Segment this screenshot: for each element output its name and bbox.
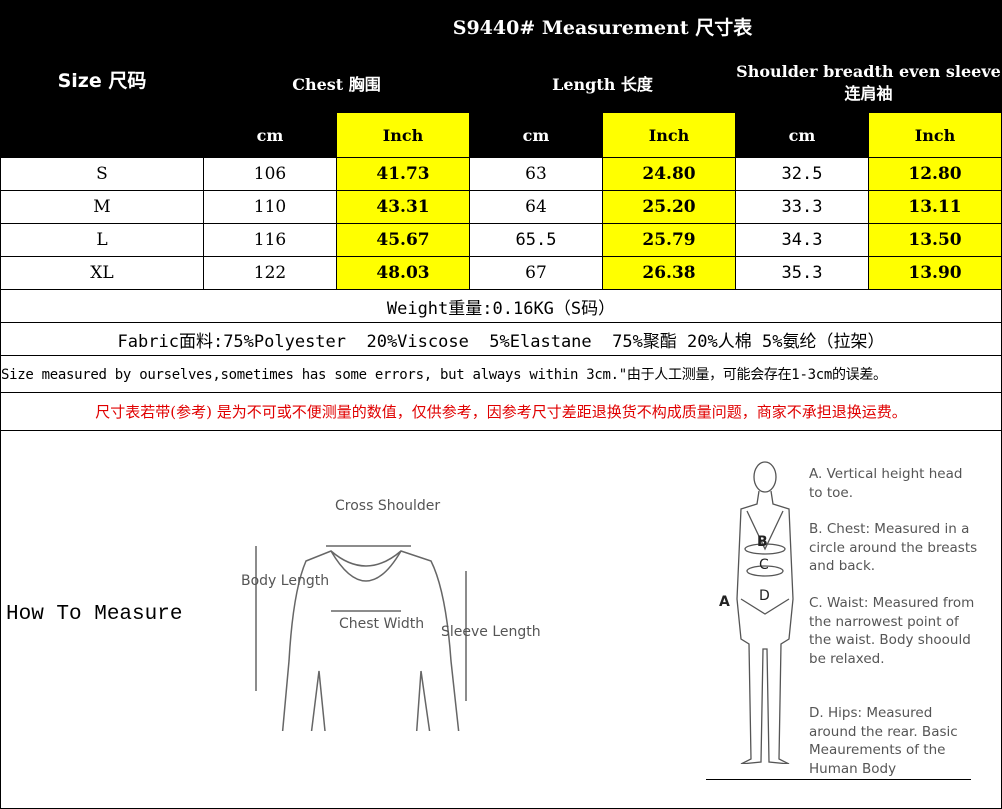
desc-c: C. Waist: Measured from the narrowest po…	[809, 595, 975, 667]
table-row: M 110 43.31 64 25.20 33.3 13.11	[0, 190, 1002, 224]
weight-row: Weight重量:0.16KG（S码）	[0, 289, 1002, 323]
value-cell: 67	[469, 256, 603, 290]
unit-cm: cm	[203, 112, 337, 158]
unit-inch: Inch	[867, 112, 1002, 158]
how-to-measure-label: How To Measure	[6, 603, 183, 626]
marker-b: B	[757, 534, 768, 550]
value-cell: 63	[469, 157, 603, 191]
measurement-note: Size measured by ourselves,sometimes has…	[0, 355, 1002, 393]
value-cell: 41.73	[336, 157, 470, 191]
unit-inch: Inch	[336, 112, 470, 158]
value-cell: 48.03	[336, 256, 470, 290]
value-cell: 13.90	[867, 256, 1002, 290]
table-row: XL 122 48.03 67 26.38 35.3 13.90	[0, 256, 1002, 290]
size-cell: M	[0, 190, 204, 224]
desc-b: B. Chest: Measured in a circle around th…	[809, 521, 978, 574]
length-header: Length 长度	[469, 52, 736, 113]
table-row: L 116 45.67 65.5 25.79 34.3 13.50	[0, 223, 1002, 257]
desc-a: A. Vertical height head to toe.	[809, 466, 963, 501]
value-cell: 45.67	[336, 223, 470, 257]
shoulder-header: Shoulder breadth even sleeve连肩袖	[734, 52, 1002, 113]
size-cell: L	[0, 223, 204, 257]
sleeve-length-label: Sleeve Length	[441, 624, 541, 640]
divider	[706, 779, 971, 780]
value-cell: 35.3	[735, 256, 869, 290]
chart-title: S9440# Measurement 尺寸表	[202, 0, 1002, 53]
value-cell: 106	[203, 157, 337, 191]
how-to-measure-section: How To Measure Cross Shoulder Body Lengt…	[2, 432, 1001, 808]
value-cell: 32.5	[735, 157, 869, 191]
unit-cm: cm	[735, 112, 869, 158]
value-cell: 65.5	[469, 223, 603, 257]
marker-c: C	[759, 557, 769, 573]
value-cell: 33.3	[735, 190, 869, 224]
marker-a: A	[719, 594, 730, 610]
value-cell: 13.11	[867, 190, 1002, 224]
disclaimer: 尺寸表若带(参考) 是为不可或不便测量的数值，仅供参考，因参考尺寸差距退换货不构…	[0, 392, 1002, 431]
fabric-row: Fabric面料:75%Polyester 20%Viscose 5%Elast…	[0, 322, 1002, 356]
value-cell: 25.20	[602, 190, 736, 224]
chest-header: Chest 胸围	[203, 52, 470, 113]
value-cell: 122	[203, 256, 337, 290]
value-cell: 12.80	[867, 157, 1002, 191]
marker-d: D	[759, 588, 770, 604]
value-cell: 34.3	[735, 223, 869, 257]
size-cell: S	[0, 157, 204, 191]
size-header: Size 尺码	[0, 0, 204, 158]
table-row: S 106 41.73 63 24.80 32.5 12.80	[0, 157, 1002, 191]
value-cell: 25.79	[602, 223, 736, 257]
value-cell: 24.80	[602, 157, 736, 191]
body-length-label: Body Length	[241, 573, 330, 589]
chest-width-label: Chest Width	[339, 616, 425, 632]
unit-cm: cm	[469, 112, 603, 158]
desc-d: D. Hips: Measured around the rear. Basic…	[809, 705, 958, 777]
value-cell: 43.31	[336, 190, 470, 224]
size-cell: XL	[0, 256, 204, 290]
value-cell: 26.38	[602, 256, 736, 290]
body-figure-diagram	[736, 461, 794, 764]
cross-shoulder-label: Cross Shoulder	[335, 498, 441, 514]
unit-inch: Inch	[602, 112, 736, 158]
value-cell: 116	[203, 223, 337, 257]
value-cell: 110	[203, 190, 337, 224]
value-cell: 64	[469, 190, 603, 224]
sweater-diagram	[255, 545, 467, 731]
value-cell: 13.50	[867, 223, 1002, 257]
